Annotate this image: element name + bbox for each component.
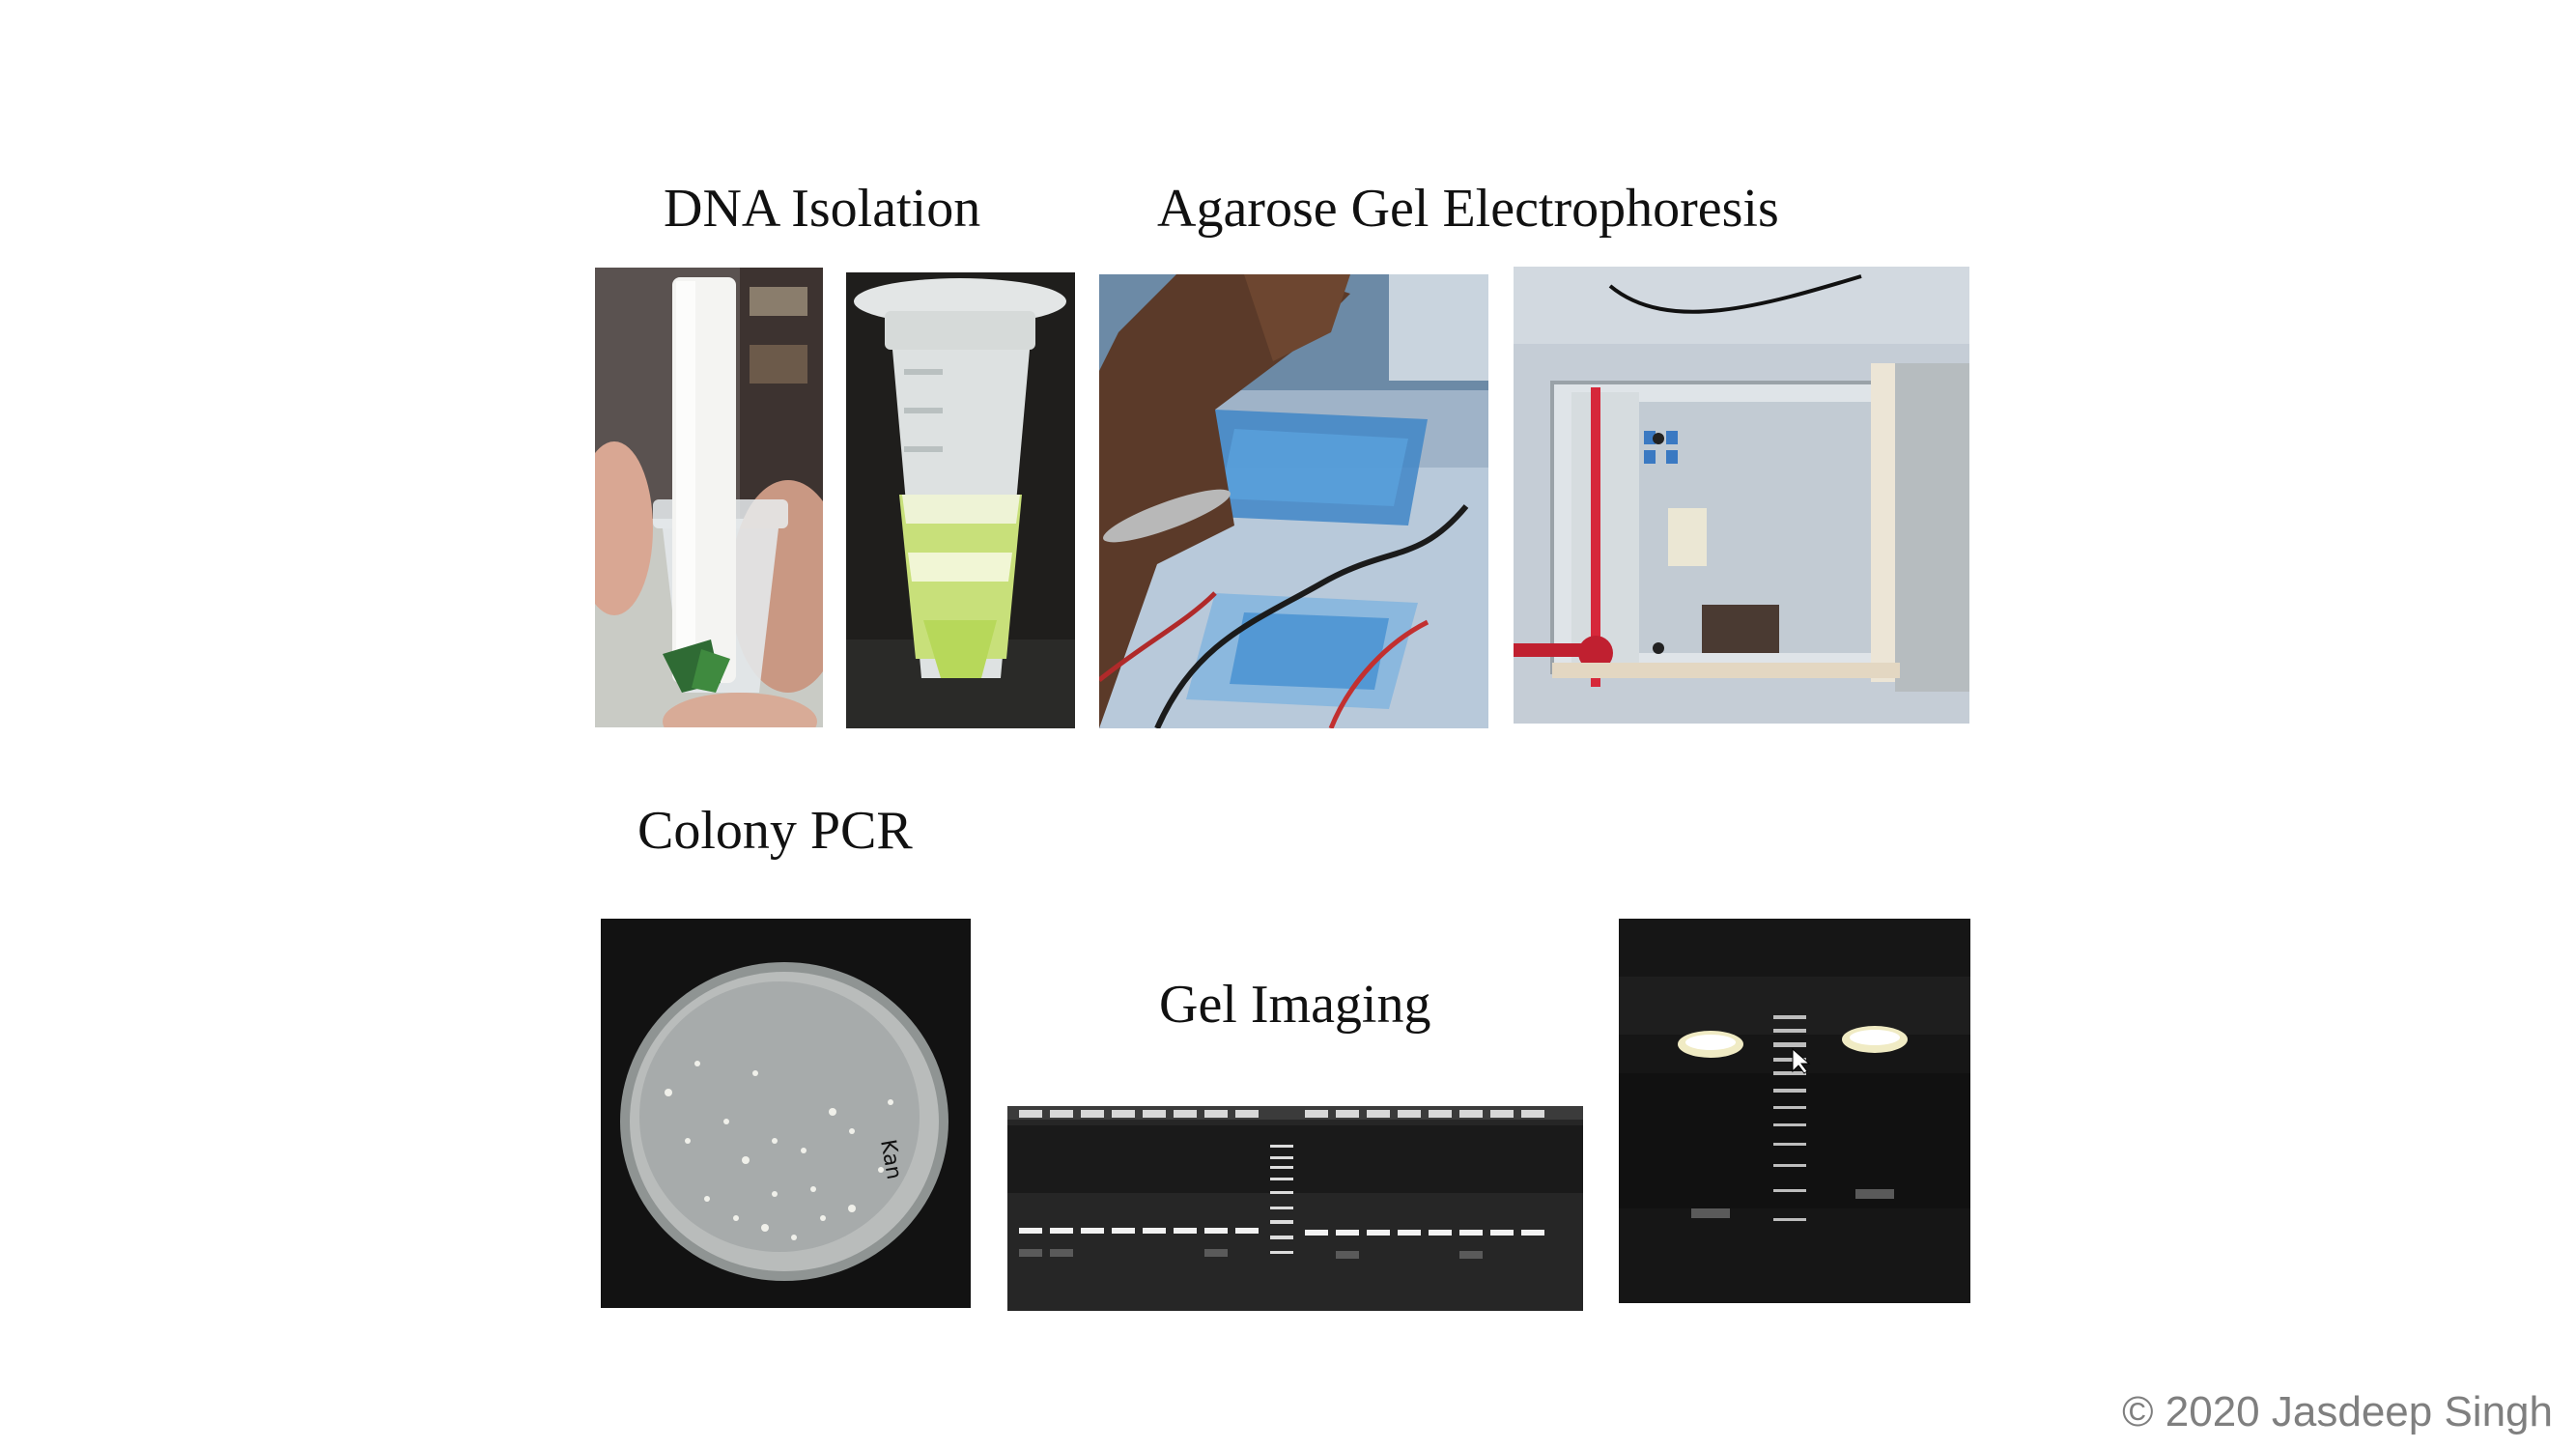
gel-ladder-closeup-photo (1619, 919, 1970, 1303)
title-agarose-gel-electrophoresis: Agarose Gel Electrophoresis (1157, 179, 1779, 239)
title-dna-isolation: DNA Isolation (664, 179, 981, 239)
green-lysate-tube-photo (846, 272, 1075, 728)
gel-bands-image-photo (1007, 1106, 1583, 1311)
gel-casting-hands-photo (1099, 274, 1488, 728)
petri-dish-colonies-photo: Kan (601, 919, 971, 1308)
tube-pestle-photo (595, 268, 823, 727)
title-colony-pcr: Colony PCR (637, 801, 913, 861)
copyright-text: © 2020 Jasdeep Singh (2122, 1388, 2553, 1435)
title-gel-imaging: Gel Imaging (1159, 975, 1431, 1035)
electrophoresis-tank-photo (1514, 267, 1969, 724)
